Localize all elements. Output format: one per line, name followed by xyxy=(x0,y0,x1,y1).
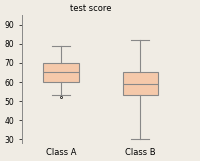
PathPatch shape xyxy=(43,63,79,82)
Text: test score: test score xyxy=(70,4,112,13)
PathPatch shape xyxy=(123,72,158,95)
